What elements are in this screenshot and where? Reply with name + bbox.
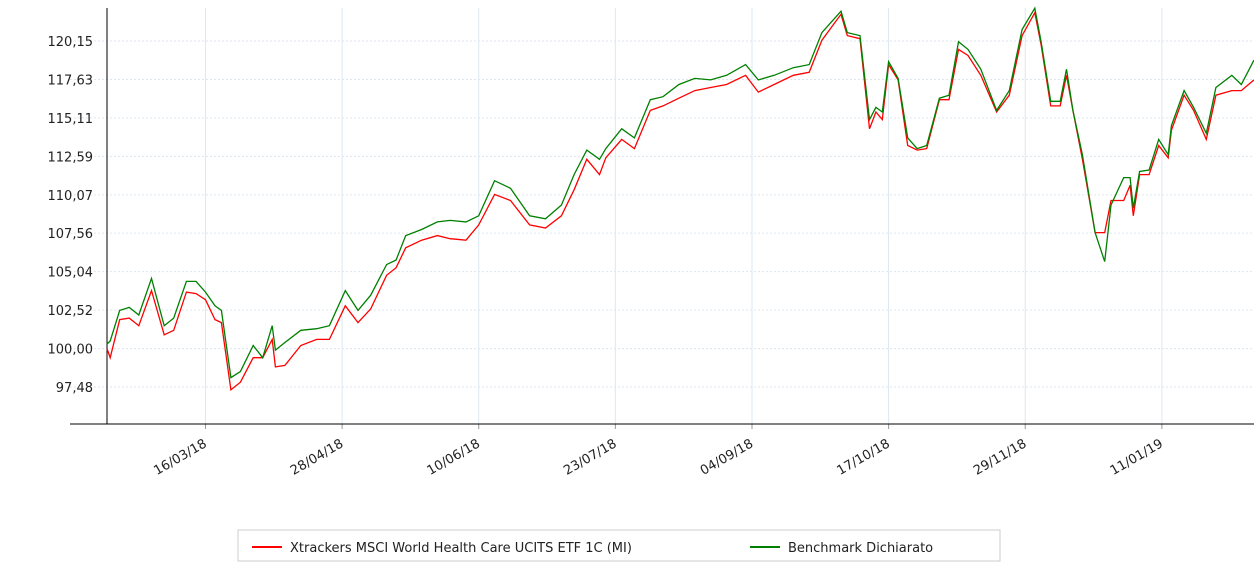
y-tick-label: 120,15 bbox=[48, 35, 94, 50]
legend-label: Benchmark Dichiarato bbox=[788, 541, 933, 556]
x-tick-label: 16/03/18 bbox=[151, 436, 209, 478]
series-line bbox=[106, 6, 1254, 379]
x-tick-label: 04/09/18 bbox=[698, 436, 756, 478]
y-tick-label: 97,48 bbox=[56, 381, 93, 396]
x-tick-label: 23/07/18 bbox=[561, 436, 619, 478]
y-tick-label: 105,04 bbox=[48, 266, 94, 281]
y-tick-label: 102,52 bbox=[48, 304, 94, 319]
y-tick-label: 117,63 bbox=[48, 73, 94, 88]
y-tick-label: 112,59 bbox=[48, 150, 94, 165]
y-tick-label: 100,00 bbox=[48, 343, 94, 358]
y-tick-label: 115,11 bbox=[48, 112, 94, 127]
y-tick-label: 110,07 bbox=[48, 189, 94, 204]
legend-box bbox=[237, 529, 1001, 562]
y-tick-label: 107,56 bbox=[48, 227, 94, 242]
x-tick-label: 11/01/19 bbox=[1108, 436, 1166, 478]
x-tick-label: 28/04/18 bbox=[288, 436, 346, 478]
legend-label: Xtrackers MSCI World Health Care UCITS E… bbox=[290, 541, 632, 556]
series-line bbox=[106, 10, 1254, 392]
x-tick-label: 10/06/18 bbox=[425, 436, 483, 478]
x-tick-label: 17/10/18 bbox=[835, 436, 893, 478]
x-tick-label: 29/11/18 bbox=[971, 436, 1029, 478]
